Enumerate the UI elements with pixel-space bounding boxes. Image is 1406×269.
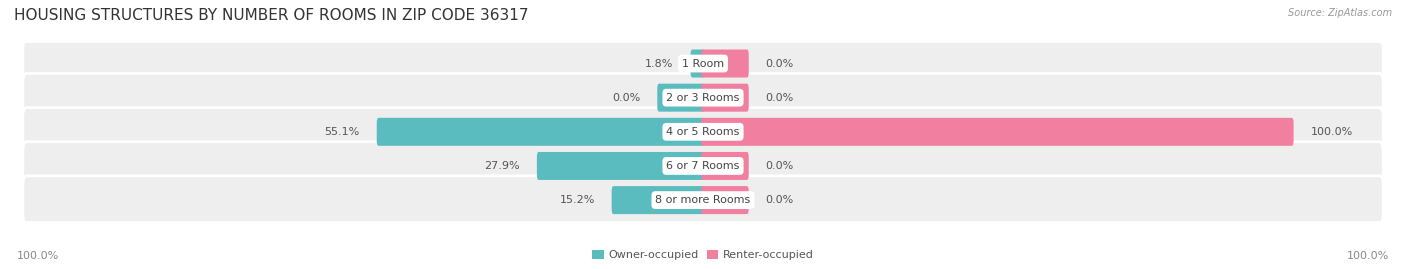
Text: 0.0%: 0.0% bbox=[766, 161, 794, 171]
Text: 27.9%: 27.9% bbox=[484, 161, 520, 171]
Text: 100.0%: 100.0% bbox=[1310, 127, 1353, 137]
Text: HOUSING STRUCTURES BY NUMBER OF ROOMS IN ZIP CODE 36317: HOUSING STRUCTURES BY NUMBER OF ROOMS IN… bbox=[14, 8, 529, 23]
Text: 55.1%: 55.1% bbox=[325, 127, 360, 137]
Text: 100.0%: 100.0% bbox=[1347, 251, 1389, 261]
FancyBboxPatch shape bbox=[22, 142, 1384, 190]
FancyBboxPatch shape bbox=[22, 73, 1384, 122]
Text: 4 or 5 Rooms: 4 or 5 Rooms bbox=[666, 127, 740, 137]
FancyBboxPatch shape bbox=[537, 152, 704, 180]
FancyBboxPatch shape bbox=[377, 118, 704, 146]
FancyBboxPatch shape bbox=[702, 152, 749, 180]
FancyBboxPatch shape bbox=[22, 39, 1384, 88]
Text: 1 Room: 1 Room bbox=[682, 59, 724, 69]
FancyBboxPatch shape bbox=[657, 84, 704, 112]
Text: 6 or 7 Rooms: 6 or 7 Rooms bbox=[666, 161, 740, 171]
Text: 100.0%: 100.0% bbox=[17, 251, 59, 261]
Text: 1.8%: 1.8% bbox=[645, 59, 673, 69]
FancyBboxPatch shape bbox=[22, 176, 1384, 224]
FancyBboxPatch shape bbox=[612, 186, 704, 214]
FancyBboxPatch shape bbox=[702, 118, 1294, 146]
Legend: Owner-occupied, Renter-occupied: Owner-occupied, Renter-occupied bbox=[588, 245, 818, 265]
Text: 0.0%: 0.0% bbox=[766, 195, 794, 205]
Text: 0.0%: 0.0% bbox=[766, 59, 794, 69]
Text: 2 or 3 Rooms: 2 or 3 Rooms bbox=[666, 93, 740, 103]
Text: 15.2%: 15.2% bbox=[560, 195, 595, 205]
FancyBboxPatch shape bbox=[702, 49, 749, 77]
FancyBboxPatch shape bbox=[702, 84, 749, 112]
Text: 0.0%: 0.0% bbox=[766, 93, 794, 103]
FancyBboxPatch shape bbox=[702, 186, 749, 214]
FancyBboxPatch shape bbox=[690, 49, 704, 77]
Text: Source: ZipAtlas.com: Source: ZipAtlas.com bbox=[1288, 8, 1392, 18]
FancyBboxPatch shape bbox=[22, 108, 1384, 156]
Text: 8 or more Rooms: 8 or more Rooms bbox=[655, 195, 751, 205]
Text: 0.0%: 0.0% bbox=[612, 93, 640, 103]
